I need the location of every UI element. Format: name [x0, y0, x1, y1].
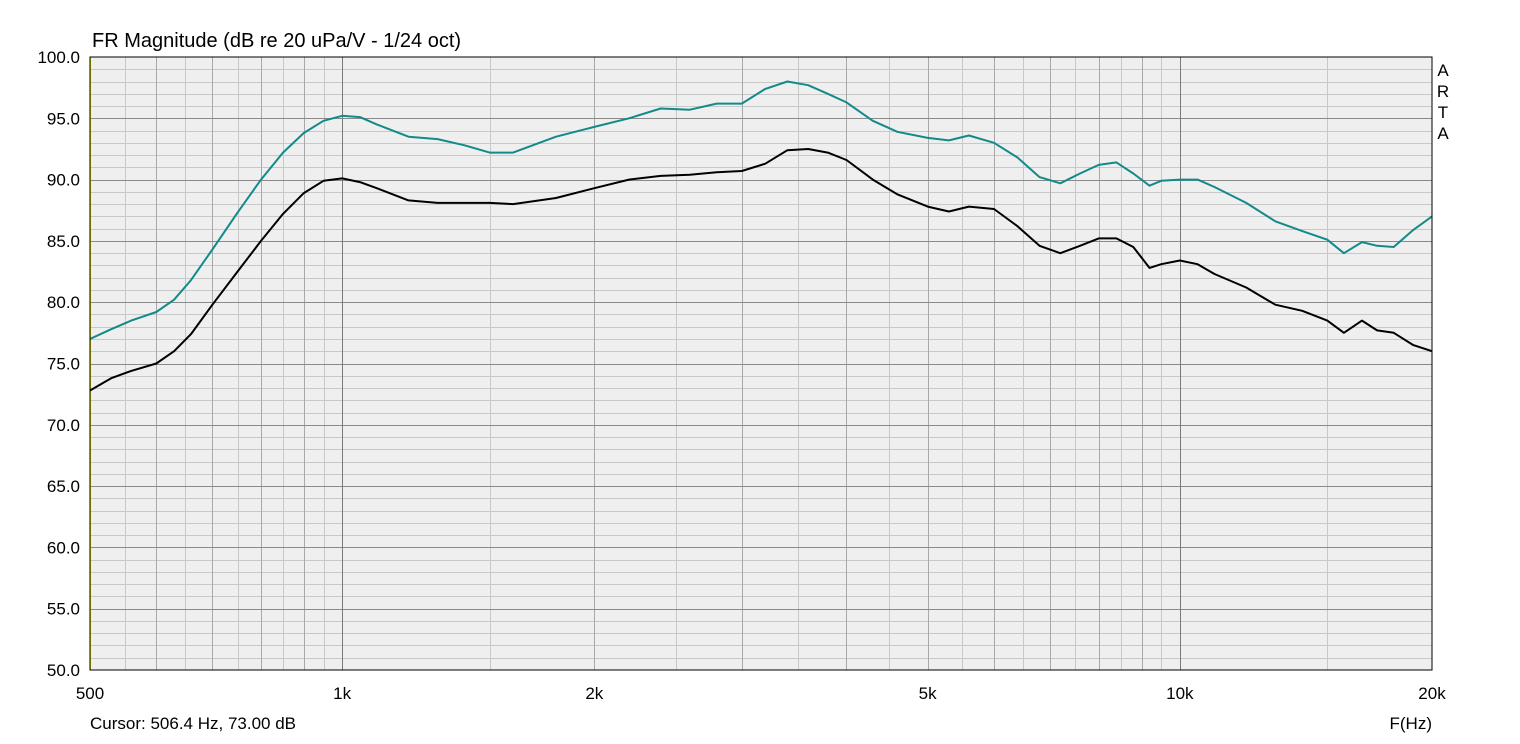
y-tick-label: 65.0	[47, 477, 80, 496]
x-tick-label: 1k	[333, 684, 351, 703]
y-tick-label: 70.0	[47, 416, 80, 435]
x-tick-label: 2k	[585, 684, 603, 703]
x-tick-label: 20k	[1418, 684, 1446, 703]
y-axis-ticks: 50.0 55.0 60.0 65.0 70.0 75.0 80.0 85.0 90.0 95.0…	[37, 48, 80, 680]
y-tick-label: 90.0	[47, 171, 80, 190]
y-tick-label: 100.0	[37, 48, 80, 67]
plot-area[interactable]	[90, 57, 1432, 670]
side-label-letter: T	[1438, 103, 1448, 122]
side-label-letter: A	[1437, 124, 1449, 143]
x-tick-label: 10k	[1166, 684, 1194, 703]
cursor-readout: Cursor: 506.4 Hz, 73.00 dB	[90, 714, 296, 733]
side-label-letter: A	[1437, 61, 1449, 80]
chart-title: FR Magnitude (dB re 20 uPa/V - 1/24 oct)	[92, 30, 461, 52]
y-tick-label: 75.0	[47, 355, 80, 374]
y-tick-label: 80.0	[47, 293, 80, 312]
y-tick-label: 85.0	[47, 232, 80, 251]
y-tick-label: 55.0	[47, 600, 80, 619]
x-axis-ticks: 500 1k 2k 5k 10k 20k	[76, 684, 1446, 703]
x-tick-label: 5k	[919, 684, 937, 703]
x-axis-label: F(Hz)	[1390, 714, 1432, 733]
y-tick-label: 50.0	[47, 661, 80, 680]
y-tick-label: 95.0	[47, 109, 80, 128]
y-tick-label: 60.0	[47, 538, 80, 557]
x-tick-label: 500	[76, 684, 104, 703]
side-label-letter: R	[1437, 82, 1449, 101]
